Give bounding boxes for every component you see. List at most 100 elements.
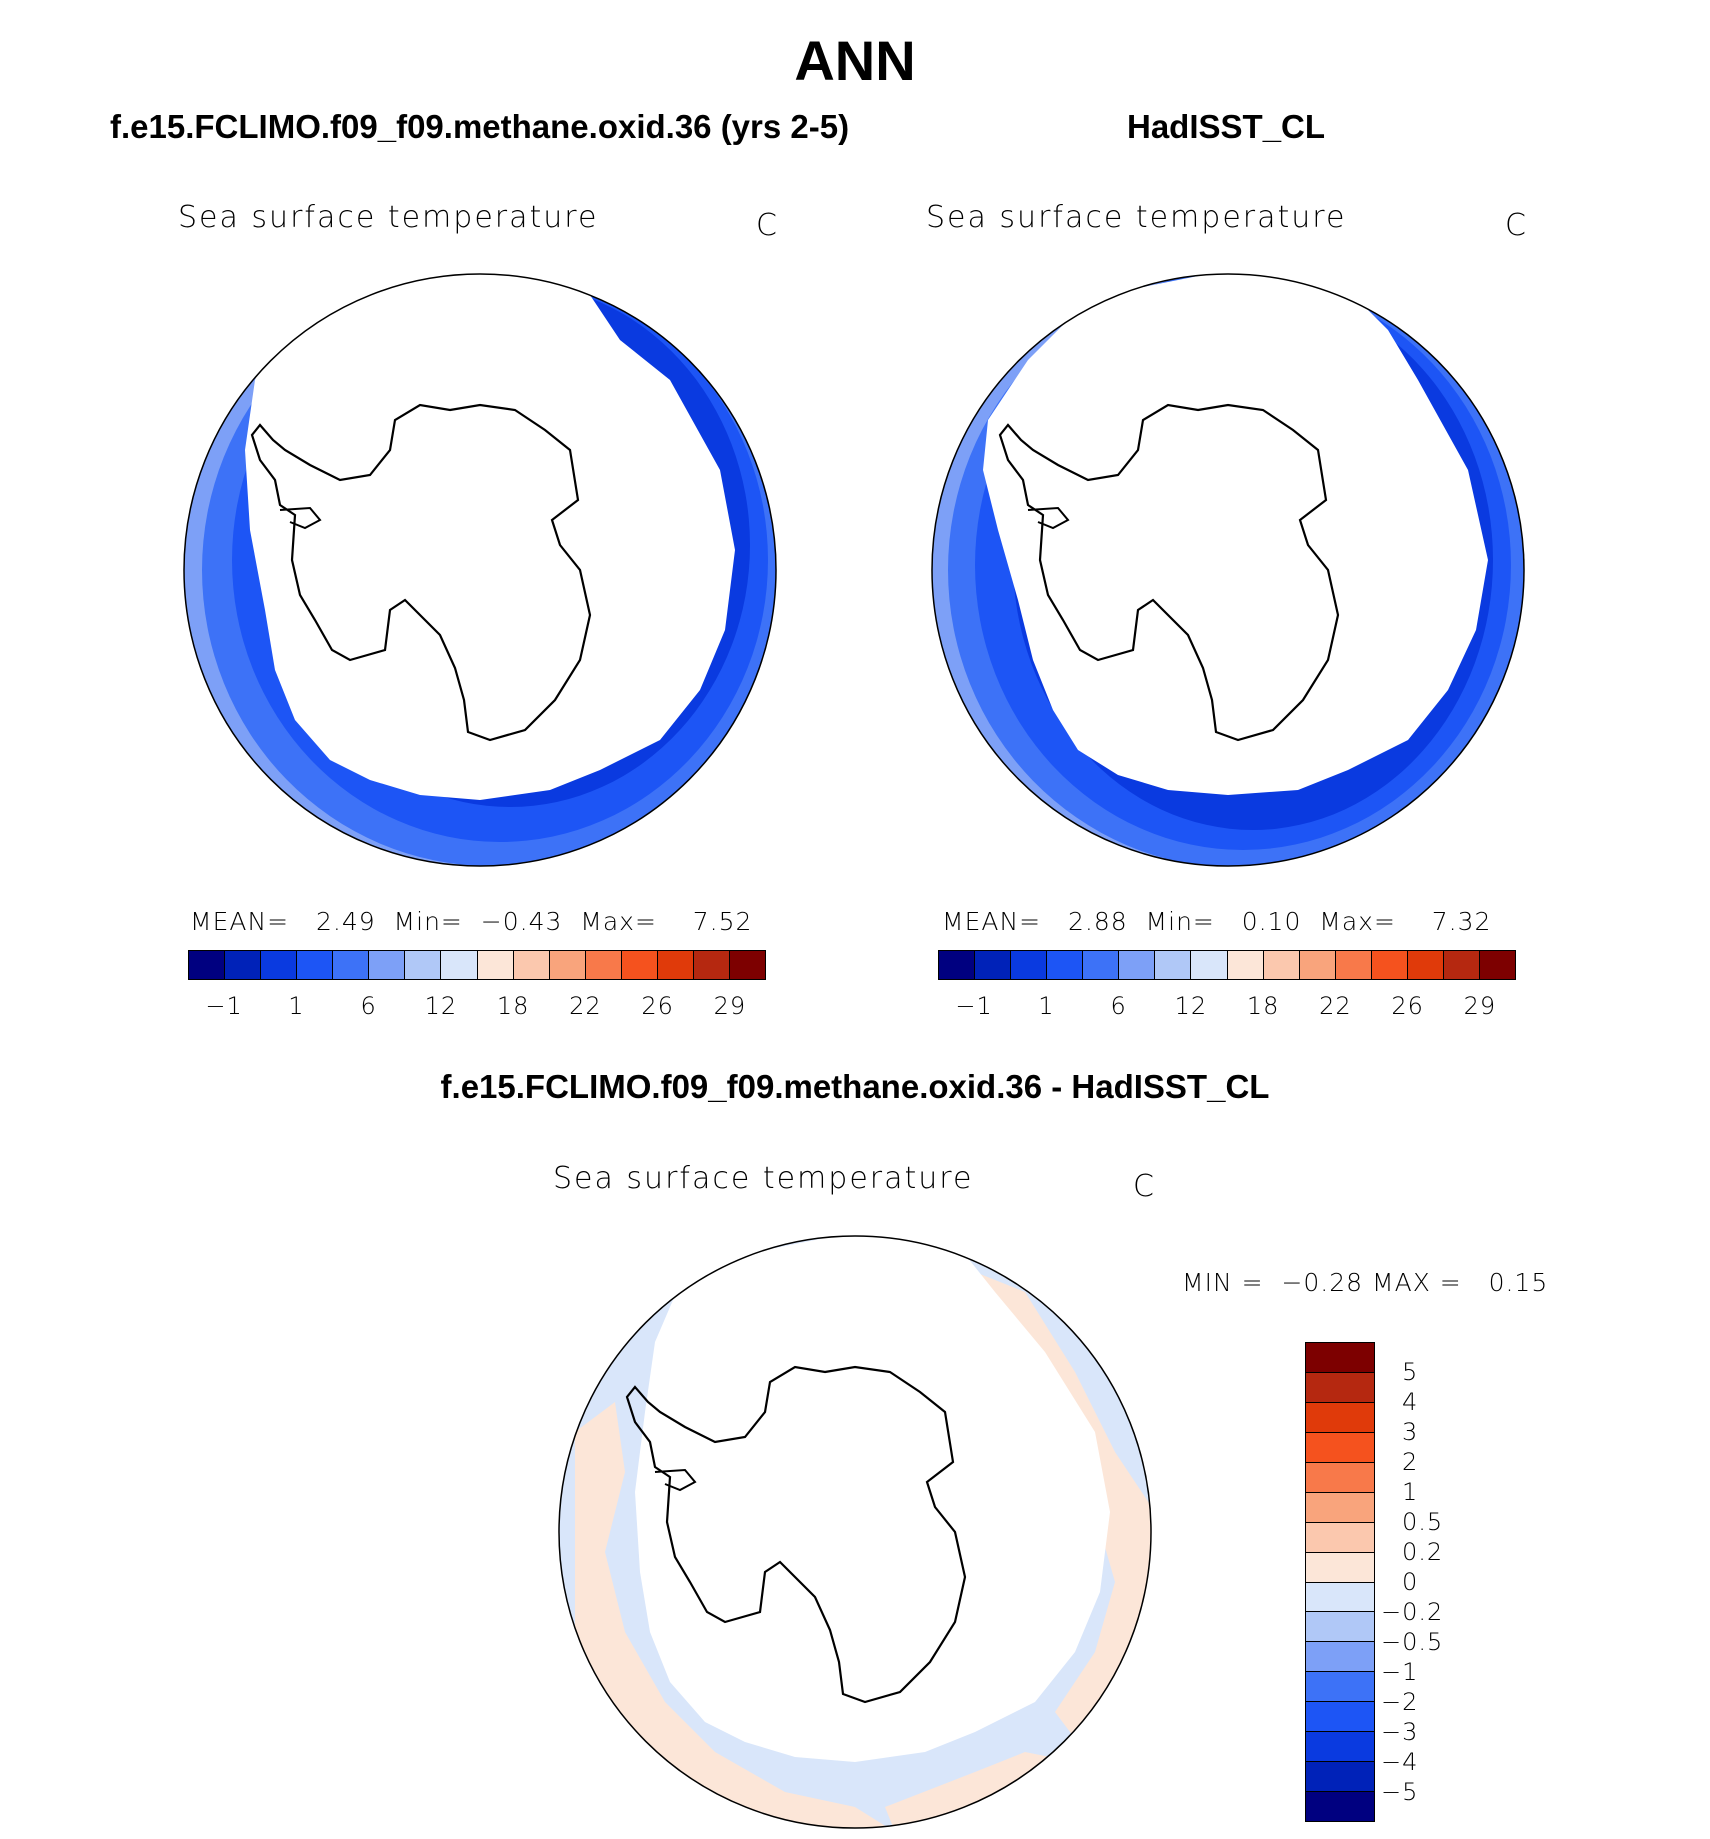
- colorbar-swatch: [1306, 1762, 1374, 1793]
- right-polar-map: [931, 273, 1525, 867]
- diff-min-value: −0.28: [1281, 1268, 1364, 1297]
- colorbar-tick-label: −0.5: [1381, 1628, 1444, 1656]
- left-polar-map: [183, 273, 777, 867]
- colorbar-swatch: [369, 951, 406, 979]
- diff-units-label: C: [1133, 1169, 1156, 1204]
- diff-max-label: MAX =: [1372, 1268, 1462, 1297]
- left-max-label: Max=: [580, 907, 657, 936]
- diff-warm-patch-west: [575, 1402, 895, 1828]
- colorbar-tick-label: 0.5: [1402, 1508, 1444, 1536]
- right-variable-label: Sea surface temperature: [926, 200, 1347, 235]
- colorbar-tick-label: 1: [1038, 992, 1055, 1020]
- colorbar-swatch: [1119, 951, 1156, 979]
- colorbar-swatch: [1263, 951, 1300, 979]
- colorbar-tick-label: 1: [288, 992, 305, 1020]
- right-max-value: 7.32: [1431, 907, 1492, 936]
- colorbar-tick-label: 22: [1319, 992, 1352, 1020]
- colorbar-tick-label: −1: [205, 992, 243, 1020]
- colorbar-swatch: [1191, 951, 1228, 979]
- left-mean-value: 2.49: [315, 907, 376, 936]
- colorbar-swatch: [1306, 1343, 1374, 1373]
- colorbar-swatch: [549, 951, 586, 979]
- colorbar-swatch: [1306, 1522, 1374, 1553]
- colorbar-tick-label: 12: [1174, 992, 1208, 1020]
- colorbar-tick-label: 29: [1463, 992, 1497, 1020]
- colorbar-swatch: [1371, 951, 1408, 979]
- left-min-value: −0.43: [480, 907, 563, 936]
- colorbar-swatch: [1479, 951, 1515, 979]
- colorbar-swatch: [1299, 951, 1336, 979]
- colorbar-tick-label: 3: [1402, 1418, 1419, 1446]
- colorbar-tick-label: −0.2: [1381, 1598, 1444, 1626]
- colorbar-swatch: [441, 951, 478, 979]
- left-min-label: Min=: [393, 907, 463, 936]
- colorbar-tick-label: 26: [641, 992, 674, 1020]
- colorbar-swatch: [1306, 1732, 1374, 1763]
- right-units-label: C: [1505, 208, 1528, 243]
- colorbar-tick-label: 18: [1246, 992, 1280, 1020]
- colorbar-tick-label: −5: [1381, 1778, 1419, 1806]
- colorbar-swatch: [1407, 951, 1444, 979]
- colorbar-swatch: [1306, 1552, 1374, 1583]
- diff-colorbar: [1305, 1342, 1375, 1822]
- colorbar-swatch: [621, 951, 658, 979]
- colorbar-swatch: [1306, 1492, 1374, 1523]
- colorbar-tick-label: −1: [1381, 1658, 1419, 1686]
- colorbar-swatch: [1306, 1792, 1374, 1821]
- colorbar-swatch: [1443, 951, 1480, 979]
- colorbar-swatch: [333, 951, 370, 979]
- colorbar-swatch: [225, 951, 262, 979]
- colorbar-swatch: [1306, 1402, 1374, 1433]
- right-stats-row: MEAN= 2.88 Min= 0.10 Max= 7.32: [942, 907, 1491, 936]
- colorbar-swatch: [1306, 1642, 1374, 1673]
- right-max-label: Max=: [1319, 907, 1396, 936]
- colorbar-tick-label: 6: [360, 992, 377, 1020]
- colorbar-swatch: [297, 951, 334, 979]
- colorbar-swatch: [1335, 951, 1372, 979]
- right-mean-value: 2.88: [1067, 907, 1128, 936]
- colorbar-swatch: [477, 951, 514, 979]
- right-min-label: Min=: [1145, 907, 1215, 936]
- colorbar-tick-label: 18: [496, 992, 530, 1020]
- colorbar-swatch: [585, 951, 622, 979]
- diff-stats-row: MIN = −0.28 MAX = 0.15: [1182, 1268, 1548, 1297]
- colorbar-swatch: [657, 951, 694, 979]
- left-mean-label: MEAN=: [190, 907, 290, 936]
- diff-panel-case-title: f.e15.FCLIMO.f09_f09.methane.oxid.36 - H…: [440, 1068, 1270, 1105]
- right-antarctica-coastline: [998, 403, 1340, 742]
- left-panel-case-title: f.e15.FCLIMO.f09_f09.methane.oxid.36 (yr…: [110, 108, 850, 145]
- colorbar-swatch: [189, 951, 226, 979]
- colorbar-tick-label: 22: [569, 992, 602, 1020]
- diff-sea-ice-region: [635, 1236, 1110, 1762]
- diff-min-label: MIN =: [1182, 1268, 1264, 1297]
- colorbar-tick-label: −4: [1381, 1748, 1419, 1776]
- colorbar-swatch: [1083, 951, 1120, 979]
- left-colorbar: [188, 950, 766, 980]
- colorbar-swatch: [1227, 951, 1264, 979]
- left-variable-label: Sea surface temperature: [178, 200, 599, 235]
- left-stats-row: MEAN= 2.49 Min= −0.43 Max= 7.52: [190, 907, 752, 936]
- colorbar-swatch: [693, 951, 730, 979]
- colorbar-swatch: [513, 951, 550, 979]
- colorbar-swatch: [1306, 1372, 1374, 1403]
- diff-variable-label: Sea surface temperature: [553, 1161, 974, 1196]
- colorbar-tick-label: 0: [1402, 1568, 1419, 1596]
- colorbar-swatch: [1306, 1702, 1374, 1733]
- left-antarctica-coastline: [250, 403, 592, 742]
- colorbar-tick-label: 1: [1402, 1478, 1419, 1506]
- colorbar-swatch: [1306, 1582, 1374, 1613]
- left-sea-ice-region: [245, 274, 735, 800]
- colorbar-tick-label: 6: [1110, 992, 1127, 1020]
- colorbar-swatch: [1155, 951, 1192, 979]
- figure-title: ANN: [794, 29, 916, 92]
- right-colorbar: [938, 950, 1516, 980]
- right-min-value: 0.10: [1241, 907, 1302, 936]
- colorbar-tick-label: −2: [1381, 1688, 1419, 1716]
- colorbar-tick-label: −1: [955, 992, 993, 1020]
- colorbar-tick-label: −3: [1381, 1718, 1419, 1746]
- left-units-label: C: [756, 208, 779, 243]
- colorbar-tick-label: 0.2: [1402, 1538, 1444, 1566]
- colorbar-swatch: [1011, 951, 1048, 979]
- colorbar-tick-label: 26: [1391, 992, 1424, 1020]
- colorbar-swatch: [1047, 951, 1084, 979]
